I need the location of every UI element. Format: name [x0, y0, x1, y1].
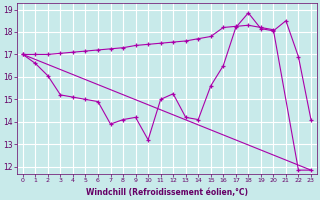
X-axis label: Windchill (Refroidissement éolien,°C): Windchill (Refroidissement éolien,°C) [86, 188, 248, 197]
